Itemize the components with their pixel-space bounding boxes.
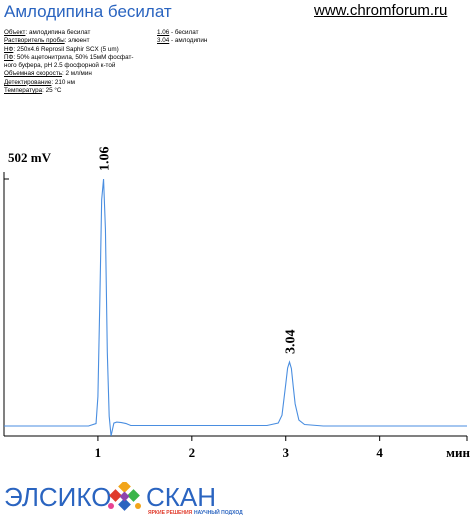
condition-row: Объект: амлодипина бесилат bbox=[4, 29, 154, 37]
logo-text-elsiko: ЭЛСИКО bbox=[4, 482, 112, 512]
condition-row: ПФ: 50% ацетонитрила, 50% 15мМ фосфат- bbox=[4, 54, 154, 62]
condition-value: : амлодипина бесилат bbox=[25, 29, 91, 36]
page-title: Амлодипина бесилат bbox=[4, 2, 172, 21]
peak-legend-time: 3.04 bbox=[157, 37, 170, 45]
condition-key: ПФ bbox=[4, 53, 14, 61]
condition-key: Температура bbox=[4, 87, 43, 95]
condition-value: : 50% ацетонитрила, 50% 15мМ фосфат- bbox=[13, 53, 134, 61]
condition-row: Растворитель пробы: элюент bbox=[4, 37, 154, 45]
chromatogram-chart: 502 mV 1 2 3 4 мин 1.06 3.04 bbox=[3, 147, 471, 461]
peak-legend-item: 3.04 - амлодипин bbox=[157, 37, 207, 45]
site-link[interactable]: www.chromforum.ru bbox=[314, 2, 448, 19]
peak-label: 1.06 bbox=[98, 147, 113, 172]
condition-key: Детектирование bbox=[4, 78, 52, 86]
peak-legend-name: - амлодипин bbox=[169, 37, 208, 45]
peak-legend-time: 1.06 bbox=[157, 29, 170, 36]
condition-value: : 2 мл/мин bbox=[62, 70, 92, 78]
condition-row: НФ: 250x4.6 Reprosil Saphir SCX (5 um) bbox=[4, 46, 154, 54]
condition-row: Температура: 25 °C bbox=[4, 87, 154, 95]
company-logo: ЭЛСИКО СКАН ЯРКИЕ РЕШЕНИЯ НАУЧНЫЙ ПОДХОД bbox=[4, 478, 264, 522]
peak-legend-item: 1.06 - бесилат bbox=[157, 29, 207, 37]
peak-label: 3.04 bbox=[284, 330, 299, 355]
condition-value: : 25 °C bbox=[42, 87, 62, 95]
logo-text-skan: СКАН bbox=[146, 482, 217, 512]
condition-key: НФ bbox=[4, 45, 14, 53]
condition-key: Объемная скорость bbox=[4, 70, 62, 78]
conditions-block: Объект: амлодипина бесилат Растворитель … bbox=[4, 29, 154, 95]
condition-value: : 210 нм bbox=[51, 78, 75, 86]
logo-mosaic-icon bbox=[108, 482, 141, 511]
chart-labels: 502 mV 1 2 3 4 мин 1.06 3.04 bbox=[8, 147, 471, 461]
condition-row: ного буфера, pH 2.5 фосфорной к-той bbox=[4, 62, 154, 70]
peak-legend-name: - бесилат bbox=[169, 29, 199, 36]
condition-row: Детектирование: 210 нм bbox=[4, 79, 154, 87]
x-axis-label: мин bbox=[446, 445, 470, 460]
condition-value: : элюент bbox=[64, 37, 90, 45]
x-tick-label: 3 bbox=[282, 445, 289, 460]
x-tick-label: 1 bbox=[95, 445, 102, 460]
condition-value: ного буфера, pH 2.5 фосфорной к-той bbox=[4, 62, 116, 70]
peak-legend: 1.06 - бесилат 3.04 - амлодипин bbox=[157, 29, 207, 46]
logo-tagline-2: НАУЧНЫЙ ПОДХОД bbox=[194, 510, 243, 516]
condition-value: : 250x4.6 Reprosil Saphir SCX (5 um) bbox=[13, 45, 119, 53]
chromatogram-trace bbox=[4, 178, 467, 436]
condition-row: Объемная скорость: 2 мл/мин bbox=[4, 70, 154, 78]
condition-key: Объект bbox=[4, 29, 26, 36]
condition-key: Растворитель пробы bbox=[4, 37, 65, 45]
x-tick-label: 2 bbox=[189, 445, 196, 460]
chart-axes bbox=[3, 172, 468, 441]
logo-tagline-1: ЯРКИЕ РЕШЕНИЯ bbox=[148, 510, 193, 516]
x-tick-label: 4 bbox=[376, 445, 383, 460]
y-scale-label: 502 mV bbox=[8, 150, 52, 165]
